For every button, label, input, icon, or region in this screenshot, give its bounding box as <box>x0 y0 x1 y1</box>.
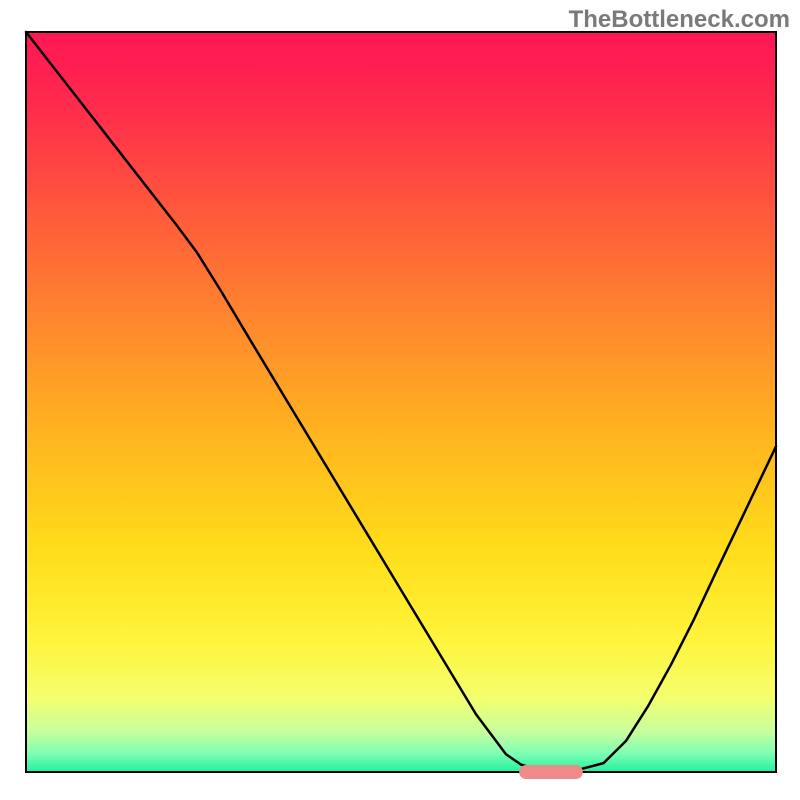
chart-svg <box>0 0 800 800</box>
plot-background-gradient <box>26 32 776 772</box>
bottleneck-chart: TheBottleneck.com <box>0 0 800 800</box>
bottleneck-marker <box>519 765 583 779</box>
attribution-text: TheBottleneck.com <box>569 6 790 34</box>
